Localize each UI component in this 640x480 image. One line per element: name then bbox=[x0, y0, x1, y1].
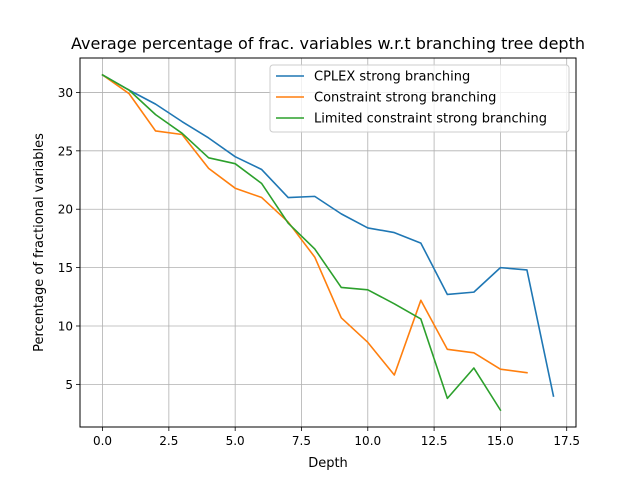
y-tick-label: 30 bbox=[58, 86, 73, 100]
series-line bbox=[101, 73, 528, 376]
x-tick-label: 0.0 bbox=[93, 434, 112, 448]
y-tick-label: 5 bbox=[65, 378, 73, 392]
series-layer bbox=[101, 73, 555, 412]
plot-frame bbox=[79, 57, 577, 428]
series-line bbox=[101, 73, 502, 412]
legend-label: Constraint strong branching bbox=[314, 91, 496, 106]
x-tick-label: 17.5 bbox=[553, 434, 580, 448]
y-tick-label: 15 bbox=[58, 261, 73, 275]
x-tick-label: 10.0 bbox=[354, 434, 381, 448]
x-tick-label: 5.0 bbox=[226, 434, 245, 448]
y-tick-label: 10 bbox=[58, 319, 73, 333]
chart-title: Average percentage of frac. variables w.… bbox=[71, 34, 585, 53]
x-tick-label: 12.5 bbox=[421, 434, 448, 448]
legend-label: Limited constraint strong branching bbox=[314, 112, 547, 127]
tick-layer: 0.0 2.5 5.0 7.5 10.0 12.5 15.0 17.5 5 10 15 20 25 30 bbox=[58, 86, 580, 448]
legend: CPLEX strong branching Constraint strong … bbox=[269, 64, 570, 133]
x-tick-label: 2.5 bbox=[159, 434, 178, 448]
y-tick-label: 25 bbox=[58, 144, 73, 158]
y-axis-label: Percentage of fractional variables bbox=[32, 133, 47, 352]
legend-box bbox=[269, 64, 570, 133]
x-tick-label: 15.0 bbox=[487, 434, 514, 448]
legend-label: CPLEX strong branching bbox=[314, 70, 470, 85]
x-tick-label: 7.5 bbox=[292, 434, 311, 448]
x-axis-label: Depth bbox=[308, 456, 348, 471]
series-line bbox=[101, 73, 555, 398]
y-tick-label: 20 bbox=[58, 203, 73, 217]
